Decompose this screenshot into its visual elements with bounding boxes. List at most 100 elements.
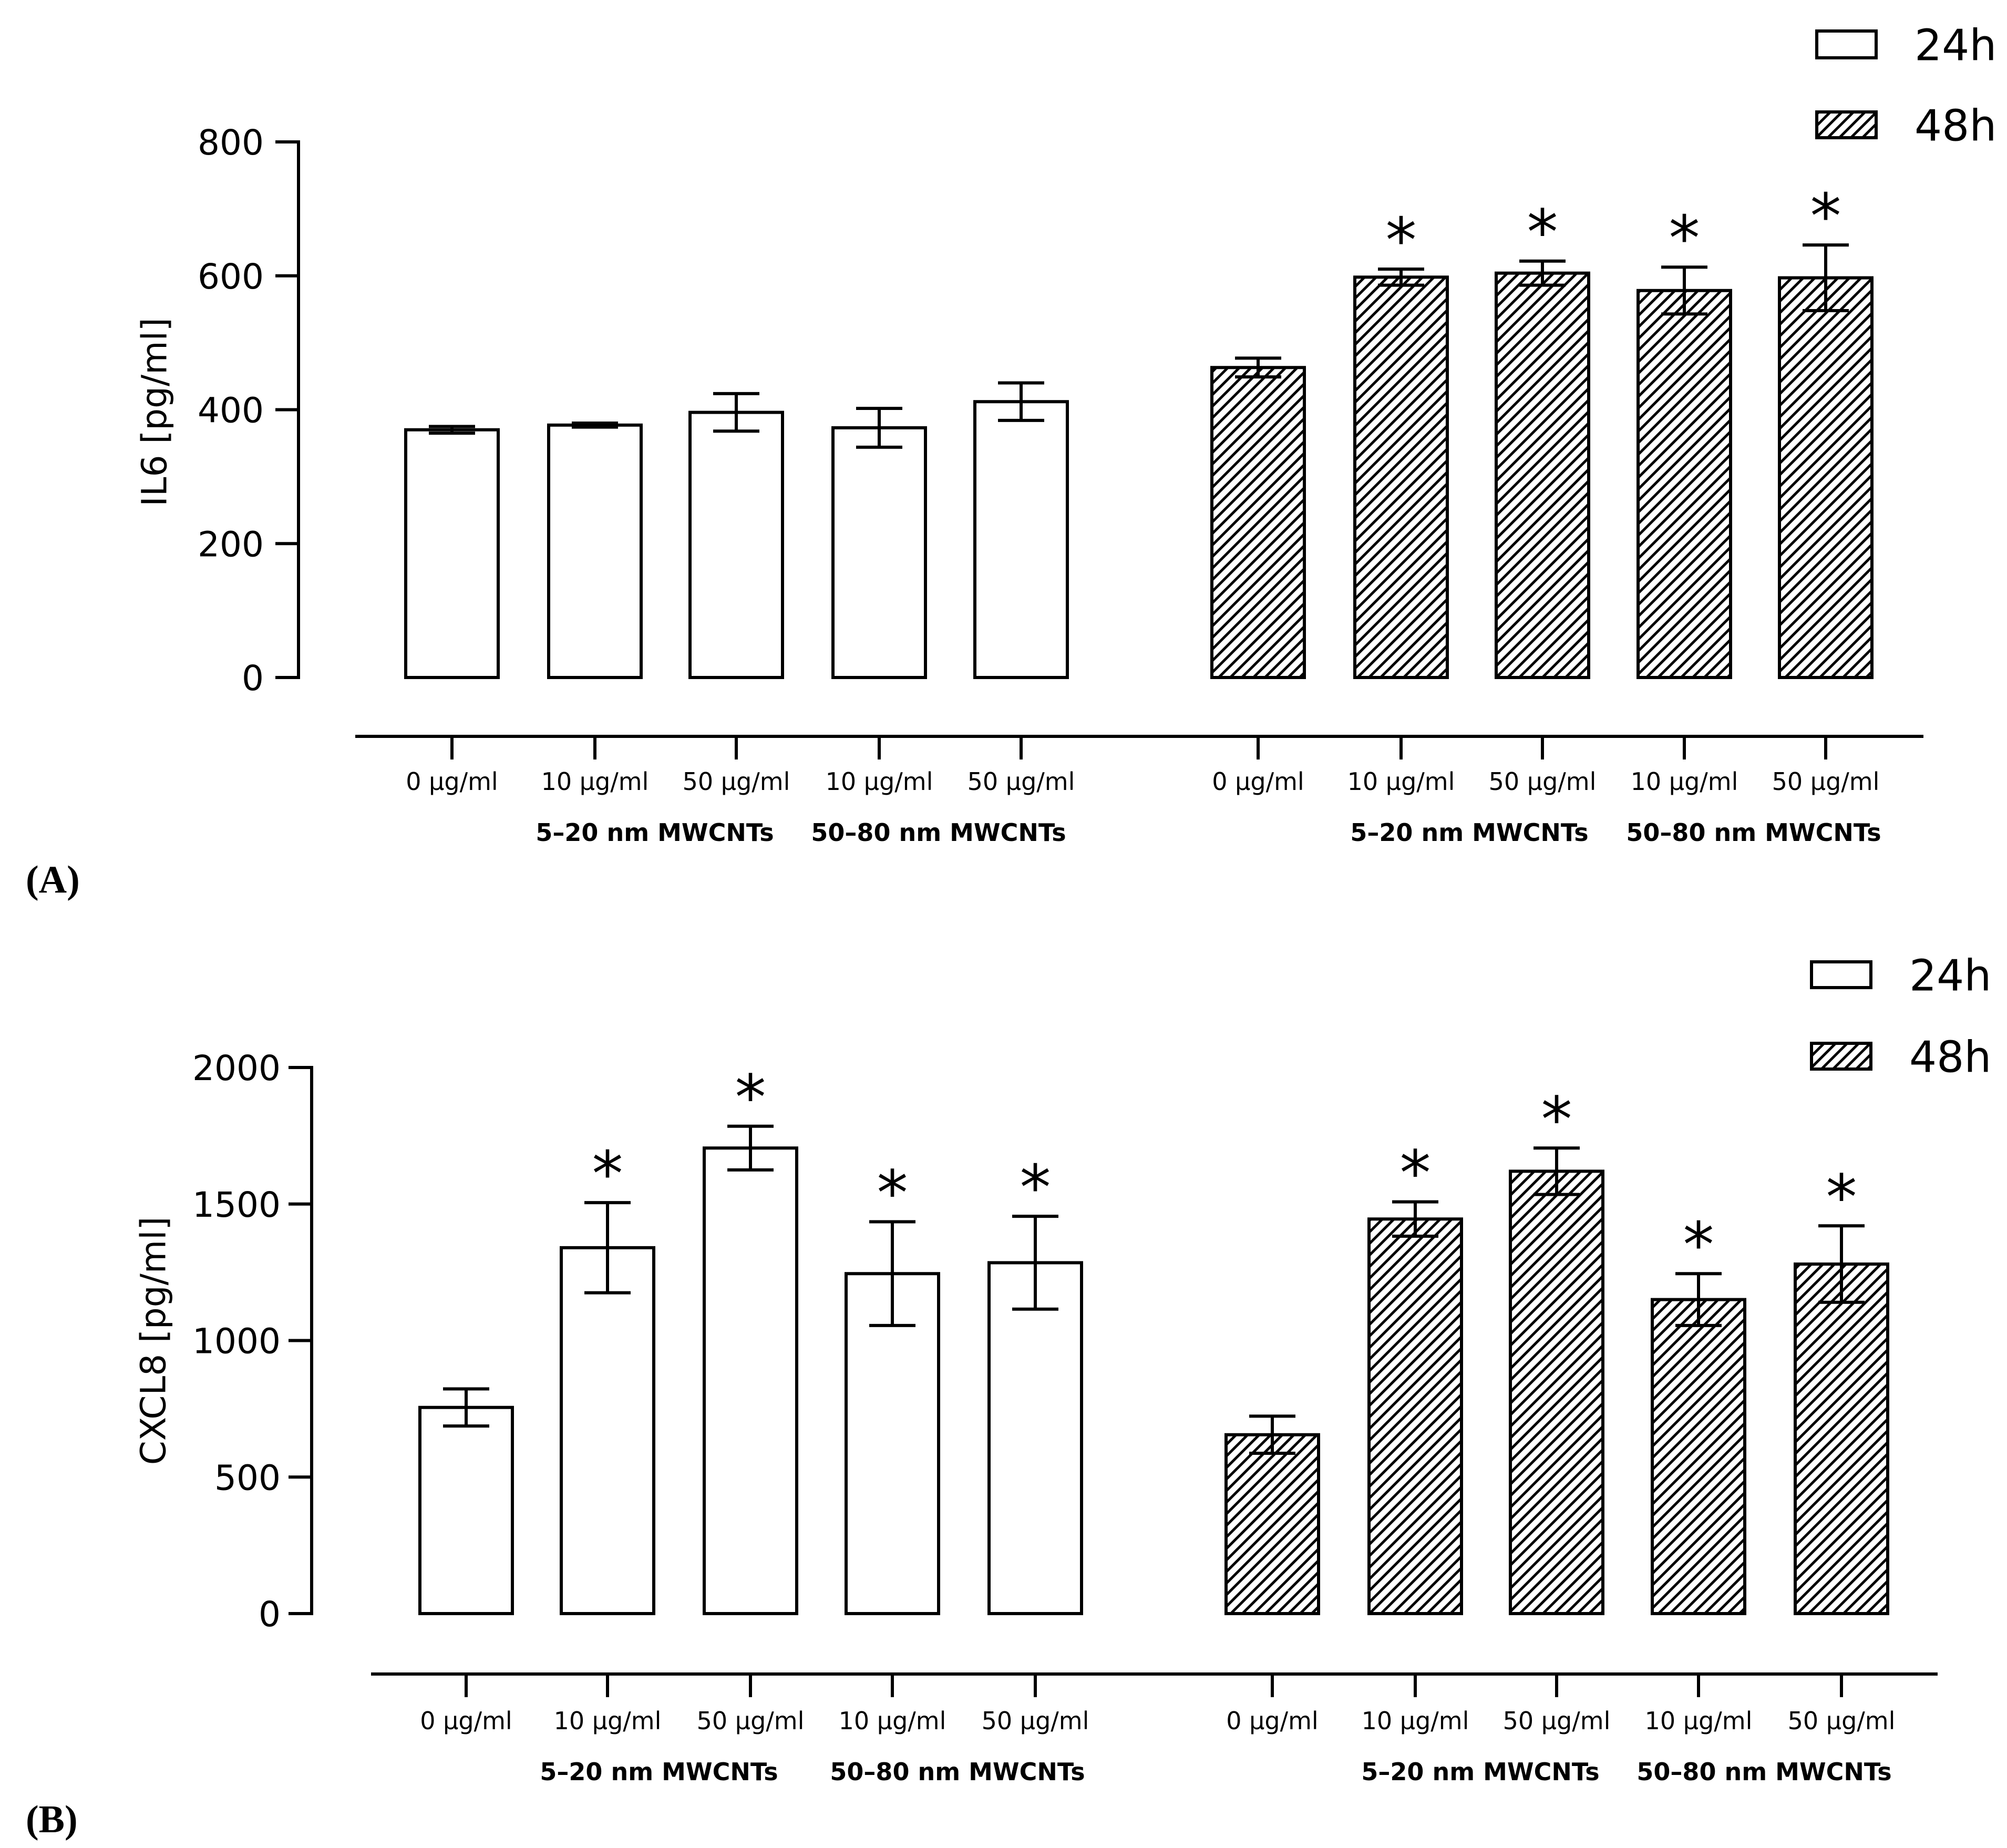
panel-a-bar-24h-4 bbox=[973, 400, 1069, 679]
panel-b-category-label: 50 µg/ml bbox=[697, 1707, 805, 1735]
panel-b-category-label: 50 µg/ml bbox=[982, 1707, 1089, 1735]
panel-a-bar-24h-2 bbox=[688, 410, 784, 679]
panel-b-legend-swatch-48h bbox=[1810, 1042, 1872, 1071]
panel-b-category-label: 0 µg/ml bbox=[1226, 1707, 1318, 1735]
panel-b-y-tick-label: 1500 bbox=[192, 1185, 281, 1225]
panel-b-error-bar-24h-4 bbox=[1012, 1215, 1058, 1311]
panel-b-bar-24h-2 bbox=[703, 1146, 798, 1615]
panel-a-bar-48h-3 bbox=[1637, 289, 1732, 679]
panel-b-group-label: 50–80 nm MWCNTs bbox=[1637, 1758, 1891, 1786]
panel-a-bar-48h-2 bbox=[1495, 271, 1590, 679]
panel-b-y-tick-label: 1000 bbox=[192, 1321, 281, 1362]
panel-a-group-label: 50–80 nm MWCNTs bbox=[1626, 818, 1881, 847]
panel-b-group-label: 50–80 nm MWCNTs bbox=[830, 1758, 1085, 1786]
panel-a-error-bar-48h-3 bbox=[1661, 265, 1707, 316]
panel-a-category-label: 0 µg/ml bbox=[1212, 767, 1304, 796]
panel-a-significance-star-48h-2: * bbox=[1527, 196, 1558, 269]
panel-b-bar-48h-4 bbox=[1794, 1262, 1889, 1616]
panel-b-category-label: 50 µg/ml bbox=[1788, 1707, 1896, 1735]
panel-b-error-bar-48h-2 bbox=[1533, 1146, 1580, 1196]
panel-a-y-tick-label: 200 bbox=[198, 524, 264, 564]
panel-a-category-label: 50 µg/ml bbox=[968, 767, 1075, 796]
panel-b-significance-star-24h-4: * bbox=[1020, 1151, 1051, 1224]
panel-a-y-tick-label: 600 bbox=[198, 256, 264, 297]
panel-a-legend-swatch-48h bbox=[1815, 110, 1878, 139]
panel-a-significance-star-48h-3: * bbox=[1669, 202, 1700, 274]
panel-b-significance-star-24h-2: * bbox=[735, 1061, 766, 1134]
panel-b-bar-24h-0 bbox=[418, 1405, 514, 1616]
panel-a-bar-24h-1 bbox=[547, 423, 643, 679]
panel-b-category-label: 50 µg/ml bbox=[1503, 1707, 1611, 1735]
panel-b-error-bar-48h-1 bbox=[1392, 1200, 1438, 1238]
panel-b-error-bar-48h-3 bbox=[1675, 1272, 1722, 1327]
panel-a-significance-star-48h-1: * bbox=[1386, 204, 1417, 276]
panel-a-error-bar-24h-0 bbox=[429, 425, 475, 435]
panel-b-error-bar-24h-2 bbox=[727, 1124, 774, 1172]
panel-a-y-tick-label: 400 bbox=[198, 391, 264, 431]
panel-b-error-bar-24h-0 bbox=[443, 1387, 489, 1428]
panel-a-category-label: 10 µg/ml bbox=[1631, 767, 1738, 796]
panel-b-significance-star-48h-3: * bbox=[1683, 1208, 1714, 1281]
panel-a-legend: 24h 48h bbox=[1815, 21, 1996, 151]
panel-a-error-bar-48h-4 bbox=[1803, 243, 1849, 312]
panel-a-bar-24h-0 bbox=[404, 428, 500, 680]
panel-b-category-label: 10 µg/ml bbox=[1362, 1707, 1469, 1735]
panel-a-panel-label: (A) bbox=[26, 858, 80, 901]
panel-b-error-bar-24h-3 bbox=[869, 1220, 915, 1327]
panel-a-error-bar-48h-0 bbox=[1235, 356, 1281, 379]
panel-b-y-axis-label: CXCL8 [pg/ml] bbox=[133, 1217, 174, 1465]
panel-a-category-label: 10 µg/ml bbox=[826, 767, 933, 796]
panel-a-error-bar-24h-1 bbox=[572, 421, 618, 429]
panel-a-legend-label-48h: 48h bbox=[1915, 101, 1996, 151]
panel-a-il6-chart: 0 200 400 600 800 IL6 [pg/ml] * * * * 0 µg/ml 10 µg… bbox=[26, 21, 1996, 902]
panel-b-y-tick-label: 0 bbox=[259, 1594, 281, 1635]
panel-a-group-label: 50–80 nm MWCNTs bbox=[811, 818, 1066, 847]
panel-a-error-bar-48h-1 bbox=[1378, 268, 1424, 287]
panel-a-bar-48h-0 bbox=[1210, 366, 1306, 679]
panel-a-group-label: 5–20 nm MWCNTs bbox=[536, 818, 774, 847]
panel-a-error-bar-24h-4 bbox=[998, 381, 1044, 422]
panel-b-error-bar-48h-4 bbox=[1818, 1224, 1865, 1304]
panel-a-legend-label-24h: 24h bbox=[1915, 21, 1996, 71]
panel-b-group-label: 5–20 nm MWCNTs bbox=[1361, 1758, 1599, 1786]
panel-a-y-tick-label: 800 bbox=[198, 122, 264, 163]
panel-b-bar-24h-1 bbox=[560, 1246, 655, 1616]
panel-b-significance-star-24h-3: * bbox=[877, 1157, 908, 1229]
panel-a-category-label: 50 µg/ml bbox=[1772, 767, 1880, 796]
panel-a-bar-48h-1 bbox=[1353, 275, 1449, 679]
panel-b-significance-star-48h-1: * bbox=[1400, 1137, 1431, 1209]
panel-a-error-bar-24h-3 bbox=[856, 406, 902, 449]
panel-b-legend-swatch-24h bbox=[1810, 960, 1872, 989]
panel-b-group-label: 5–20 nm MWCNTs bbox=[540, 1758, 778, 1786]
panel-b-error-bar-48h-0 bbox=[1249, 1414, 1295, 1455]
panel-b-panel-label: (B) bbox=[26, 1798, 78, 1841]
panel-a-category-label: 0 µg/ml bbox=[406, 767, 498, 796]
panel-b-significance-star-48h-2: * bbox=[1541, 1083, 1572, 1155]
panel-b-significance-star-24h-1: * bbox=[592, 1137, 623, 1210]
panel-b-bar-24h-4 bbox=[987, 1261, 1083, 1615]
panel-a-y-axis-label: IL6 [pg/ml] bbox=[135, 317, 175, 506]
panel-a-bar-24h-3 bbox=[831, 426, 927, 679]
panel-a-category-label: 10 µg/ml bbox=[1347, 767, 1455, 796]
panel-a-error-bar-48h-2 bbox=[1519, 259, 1566, 287]
panel-b-bar-48h-0 bbox=[1224, 1433, 1320, 1616]
panel-a-error-bar-24h-2 bbox=[713, 392, 759, 433]
panel-b-error-bar-24h-1 bbox=[584, 1201, 631, 1295]
panel-a-category-label: 50 µg/ml bbox=[1489, 767, 1597, 796]
panel-b-legend-label-24h: 24h bbox=[1909, 951, 1991, 1001]
panel-a-category-label: 10 µg/ml bbox=[541, 767, 649, 796]
panel-b-category-label: 10 µg/ml bbox=[1645, 1707, 1753, 1735]
panel-b-category-label: 10 µg/ml bbox=[554, 1707, 662, 1735]
panel-a-category-label: 50 µg/ml bbox=[683, 767, 790, 796]
panel-b-category-label: 0 µg/ml bbox=[420, 1707, 512, 1735]
panel-a-significance-star-48h-4: * bbox=[1810, 180, 1841, 252]
panel-b-y-tick-label: 500 bbox=[214, 1457, 281, 1498]
panel-b-significance-star-48h-4: * bbox=[1826, 1161, 1857, 1233]
panel-a-y-tick-label: 0 bbox=[242, 658, 264, 699]
panel-b-category-label: 10 µg/ml bbox=[839, 1707, 946, 1735]
panel-b-legend-label-48h: 48h bbox=[1909, 1033, 1991, 1083]
panel-b-y-tick-label: 2000 bbox=[192, 1048, 281, 1089]
panel-b-cxcl8-chart: 0 500 1000 1500 2000 CXCL8 [pg/ml] * * * * * * * * 0 µ… bbox=[26, 951, 1991, 1842]
panel-b-legend: 24h 48h bbox=[1810, 951, 1991, 1083]
